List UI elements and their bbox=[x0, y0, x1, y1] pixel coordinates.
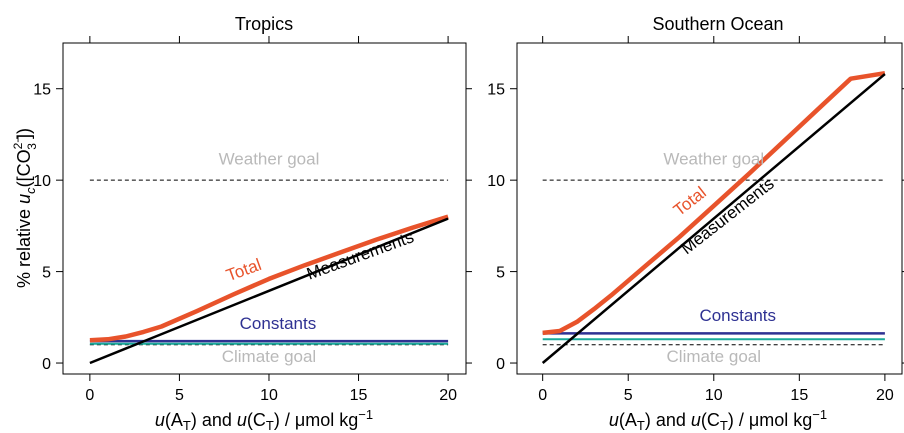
weather-goal-label: Weather goal bbox=[663, 150, 764, 169]
x-tick-label: 20 bbox=[876, 387, 894, 404]
x-tick-label: 10 bbox=[705, 387, 723, 404]
x-label-c: (C bbox=[701, 410, 720, 430]
y-label-prefix: % relative bbox=[14, 204, 34, 288]
x-label-mid: ) and bbox=[191, 410, 237, 430]
x-tick-label: 15 bbox=[790, 387, 808, 404]
y-label-sub: c bbox=[23, 187, 38, 194]
plot-frame bbox=[62, 42, 467, 375]
x-tick-label: 0 bbox=[538, 387, 547, 404]
x-label-u2: u bbox=[691, 410, 701, 430]
y-tick-label: 5 bbox=[496, 265, 505, 282]
y-label-open: ([CO bbox=[14, 149, 34, 187]
total-line bbox=[89, 214, 449, 343]
x-tick-label: 15 bbox=[350, 387, 368, 404]
x-tick-label: 0 bbox=[85, 387, 94, 404]
x-tick-label: 20 bbox=[439, 387, 457, 404]
x-axis-label: u(AT) and u(CT) / μmol kg−1 bbox=[155, 407, 373, 433]
x-label-t2: T bbox=[720, 418, 728, 433]
measurements-label: Measurements bbox=[304, 227, 416, 283]
y-axis-label: % relative uc([CO2−3]) bbox=[11, 128, 39, 288]
panel-southern-ocean: Southern Ocean 0 5 10 15 20 0 5 10 15 Weather goa… bbox=[487, 14, 904, 433]
svg-text:u(AT) and u(CT) / μmol kg−1: u(AT) and u(CT) / μmol kg−1 bbox=[155, 407, 373, 433]
svg-text:u(AT) and u(CT) / μmol kg−1: u(AT) and u(CT) / μmol kg−1 bbox=[609, 407, 827, 433]
x-label-t2: T bbox=[266, 418, 274, 433]
y-tick-label: 10 bbox=[487, 173, 505, 190]
y-tick-label: 0 bbox=[496, 356, 505, 373]
y-tick-label: 0 bbox=[42, 356, 51, 373]
x-label-t1: T bbox=[637, 418, 645, 433]
x-tick-label: 5 bbox=[175, 387, 184, 404]
y-label-sup: 2− bbox=[11, 136, 25, 150]
y-tick-label: 15 bbox=[33, 82, 51, 99]
climate-goal-label: Climate goal bbox=[667, 347, 762, 366]
constants-label: Constants bbox=[240, 314, 317, 333]
y-tick-label: 15 bbox=[487, 82, 505, 99]
x-label-u2: u bbox=[237, 410, 247, 430]
x-axis-label: u(AT) and u(CT) / μmol kg−1 bbox=[609, 407, 827, 433]
constants-label: Constants bbox=[699, 306, 776, 325]
y-tick-label: 5 bbox=[42, 265, 51, 282]
x-label-c: (C bbox=[247, 410, 266, 430]
x-label-t1: T bbox=[183, 418, 191, 433]
y-label-close: ]) bbox=[14, 128, 34, 139]
y-label-u: u bbox=[14, 194, 34, 204]
x-tick-label: 5 bbox=[624, 387, 633, 404]
panel-tropics: Tropics 0 5 10 15 20 0 5 10 15 Weather goal Climat… bbox=[11, 14, 472, 433]
x-label-a: (A bbox=[619, 410, 637, 430]
x-label-u1: u bbox=[155, 410, 165, 430]
y-label-sub3: 3 bbox=[25, 143, 39, 150]
plot-frame bbox=[516, 42, 903, 375]
x-label-units: ) / μmol kg bbox=[728, 410, 812, 430]
x-label-mid: ) and bbox=[645, 410, 691, 430]
y-tick-label: 10 bbox=[33, 173, 51, 190]
panel-title: Tropics bbox=[235, 14, 293, 34]
climate-goal-label: Climate goal bbox=[222, 347, 317, 366]
total-label: Total bbox=[224, 255, 264, 285]
total-line bbox=[542, 70, 886, 336]
x-label-a: (A bbox=[165, 410, 183, 430]
x-label-exp: −1 bbox=[812, 407, 827, 422]
measurements-line bbox=[541, 73, 886, 364]
svg-text:% relative uc([CO2−3]): % relative uc([CO2−3]) bbox=[11, 128, 39, 288]
weather-goal-label: Weather goal bbox=[219, 150, 320, 169]
x-label-exp: −1 bbox=[358, 407, 373, 422]
x-label-u1: u bbox=[609, 410, 619, 430]
x-label-units: ) / μmol kg bbox=[274, 410, 358, 430]
plot-marks: 0 5 10 15 20 0 5 10 15 Weather goal Climate goal To… bbox=[33, 36, 472, 404]
x-tick-label: 10 bbox=[260, 387, 278, 404]
measurements-line bbox=[89, 217, 449, 365]
panel-title: Southern Ocean bbox=[652, 14, 783, 34]
